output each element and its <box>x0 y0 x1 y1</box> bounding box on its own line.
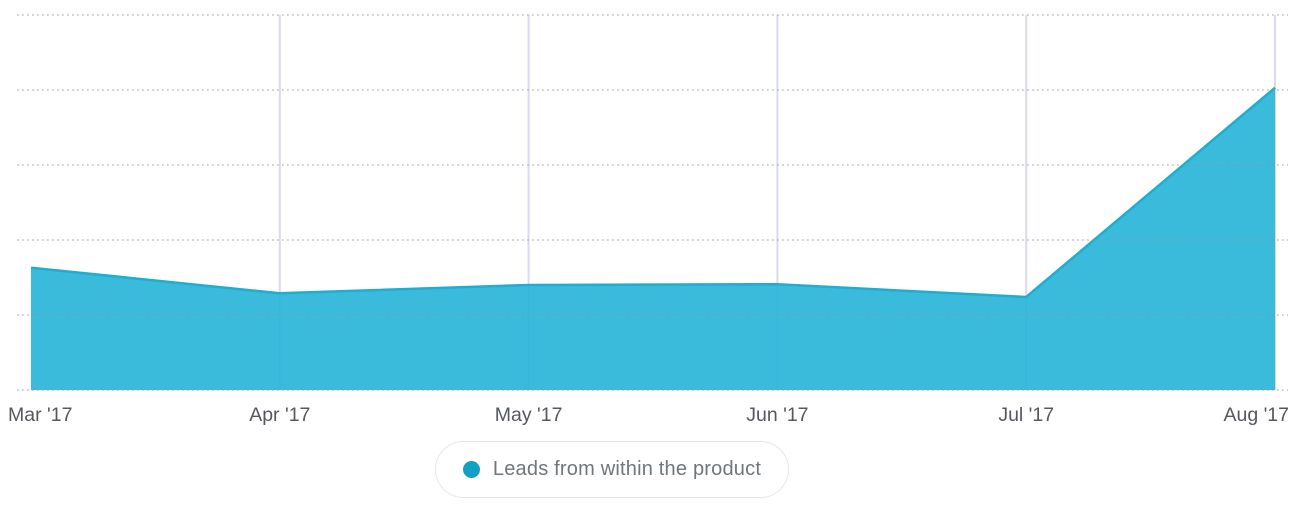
x-axis-label: Mar '17 <box>8 404 72 426</box>
legend-series-dot-icon <box>462 461 480 478</box>
x-axis-label: Apr '17 <box>249 404 310 426</box>
x-axis-label: Aug '17 <box>1223 404 1289 426</box>
area-series[interactable] <box>31 87 1275 390</box>
area-chart: Mar '17 Apr '17 May '17 Jun '17 Jul '17 Aug '… <box>8 14 1289 426</box>
x-axis-label: Jul '17 <box>998 404 1054 426</box>
legend-row: Leads from within the product <box>0 441 1290 498</box>
chart-canvas: Mar '17 Apr '17 May '17 Jun '17 Jul '17 Aug '… <box>8 14 1289 426</box>
legend-series-label: Leads from within the product <box>492 458 762 480</box>
x-axis-label: May '17 <box>495 404 563 426</box>
x-axis-label: Jun '17 <box>746 404 808 426</box>
legend-item-leads[interactable]: Leads from within the product <box>434 441 790 498</box>
area-series-line <box>30 86 1276 299</box>
